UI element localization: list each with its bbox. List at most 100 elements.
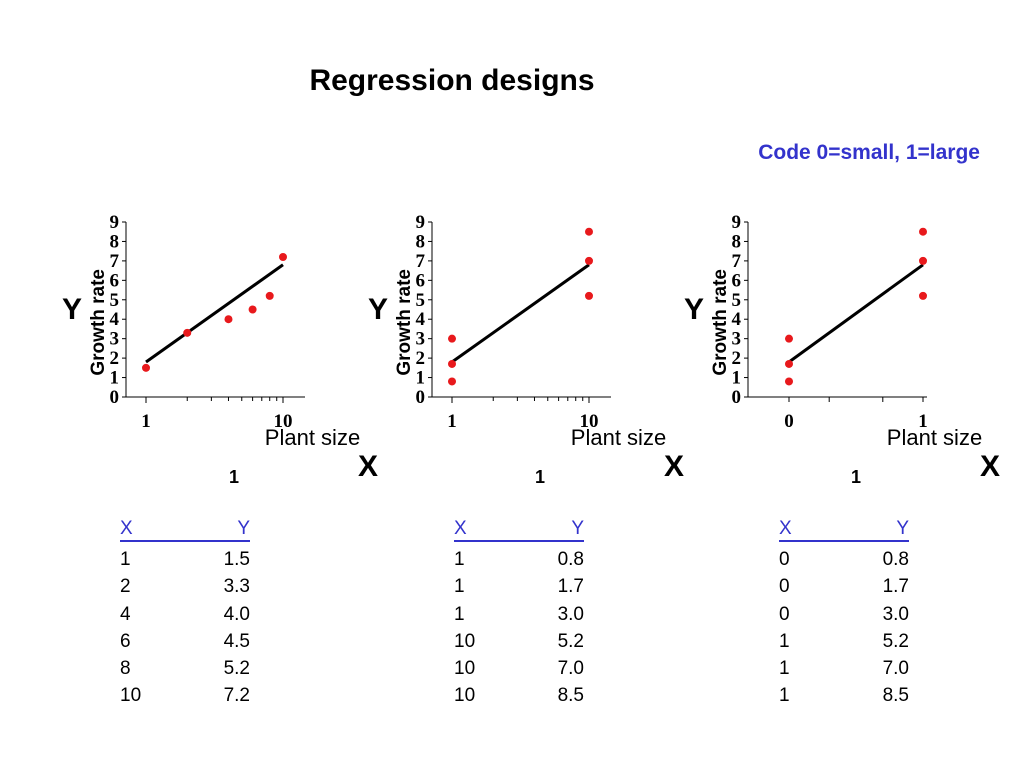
table-row: 1 5.2 [779,628,909,655]
table-cell-x: 10 [454,685,476,707]
data-point [919,291,927,300]
table-row: 1 1.5 [120,546,250,573]
data-point [785,359,793,368]
table-row: 0 3.0 [779,601,909,628]
regression-line [451,263,590,364]
x-tick-label: 0 [784,411,794,432]
y-tick-label: 6 [732,270,742,291]
table-cell-x: 1 [779,658,790,680]
y-tick-label: 6 [416,270,426,291]
x-axis-label: Plant size [264,425,361,450]
x-tick-label: 10 [274,411,293,432]
table-row: 0 0.8 [779,546,909,573]
table-cell-x: 1 [454,549,465,570]
y-tick-label: 9 [416,212,426,233]
table-row: 1 8.5 [779,682,909,709]
y-tick-label: 5 [110,290,120,311]
y-tick-label: 1 [110,368,120,389]
data-point [785,334,793,343]
table-cell-y: 7.0 [882,658,909,680]
table-header-x: X [454,518,467,539]
table-row: 10 7.2 [120,682,250,709]
y-tick-label: 8 [110,231,120,252]
code-note: Code 0=small, 1=large [758,141,980,164]
table-cell-x: 0 [779,603,790,625]
y-tick-label: 7 [416,251,426,272]
y-tick-label: 3 [416,329,426,350]
table-cell-y: 0.8 [557,549,584,570]
data-point [183,328,192,337]
table-cell-y: 8.5 [557,685,584,707]
y-tick-label: 5 [416,290,426,311]
y-tick-label: 1 [732,368,742,389]
data-point [785,377,793,386]
y-symbol: Y [62,293,83,326]
y-tick-label: 0 [732,387,742,408]
table-cell-y: 3.3 [223,576,250,598]
x-tick-label: 1 [447,411,457,432]
table-cell-x: 10 [454,630,476,652]
y-symbol: Y [368,293,389,326]
data-point [919,227,927,236]
x-axis-label: Plant size [570,425,667,450]
table-cell-x: 2 [120,576,131,598]
y-tick-label: 7 [732,251,742,272]
chart-panel-2: Y Growth rate 0 1 2 3 4 5 6 7 8 9 1 10 Plant size X… [368,205,706,505]
table-cell-x: 10 [120,685,142,707]
y-tick-label: 0 [110,387,120,408]
data-point [919,256,927,265]
table-cell-x: 1 [779,630,790,652]
table-cell-x: 8 [120,658,131,680]
table-cell-y: 3.0 [882,603,909,625]
y-tick-label: 7 [110,251,120,272]
table-cell-y: 5.2 [557,630,584,652]
regression-line [788,263,924,364]
table-cell-y: 4.0 [223,603,250,625]
x-tick-label: 1 [918,411,928,432]
data-table-2: X Y 1 0.8 1 1.7 1 3.0 10 5.2 10 7.0 10 8.5 [454,518,584,710]
table-cell-y: 8.5 [882,685,909,707]
data-point [448,377,456,386]
table-row: 10 5.2 [454,628,584,655]
x-tick-label: 1 [141,411,151,432]
table-row: 8 5.2 [120,655,250,682]
table-row: 0 1.7 [779,573,909,600]
table-cell-y: 4.5 [223,630,250,652]
data-table-1: X Y 1 1.5 2 3.3 4 4.0 6 4.5 8 5.2 10 7.2 [120,518,250,710]
table-cell-y: 7.2 [223,685,250,707]
table-cell-x: 1 [120,549,131,570]
table-cell-x: 1 [779,685,790,707]
x-axis-label: Plant size [886,425,983,450]
table-row: 10 7.0 [454,655,584,682]
table-row: 1 3.0 [454,601,584,628]
data-point [585,256,593,265]
y-tick-label: 2 [110,348,120,369]
table-cell-x: 6 [120,630,131,652]
page-title: Regression designs [309,64,595,97]
x-tick-label: 10 [580,411,599,432]
data-point [448,334,456,343]
y-tick-label: 9 [732,212,742,233]
table-row: 4 4.0 [120,601,250,628]
y-tick-label: 6 [110,270,120,291]
table-cell-y: 1.5 [223,549,250,570]
data-point [585,291,593,300]
table-cell-x: 1 [454,603,465,625]
table-cell-y: 7.0 [557,658,584,680]
table-cell-y: 3.0 [557,603,584,625]
table-row: 1 1.7 [454,573,584,600]
table-cell-y: 0.8 [882,549,909,570]
y-tick-label: 1 [416,368,426,389]
table-row: 2 3.3 [120,573,250,600]
data-point [224,315,233,324]
table-cell-y: 5.2 [223,658,250,680]
y-tick-label: 9 [110,212,120,233]
table-cell-x: 4 [120,603,131,625]
table-cell-y: 5.2 [882,630,909,652]
